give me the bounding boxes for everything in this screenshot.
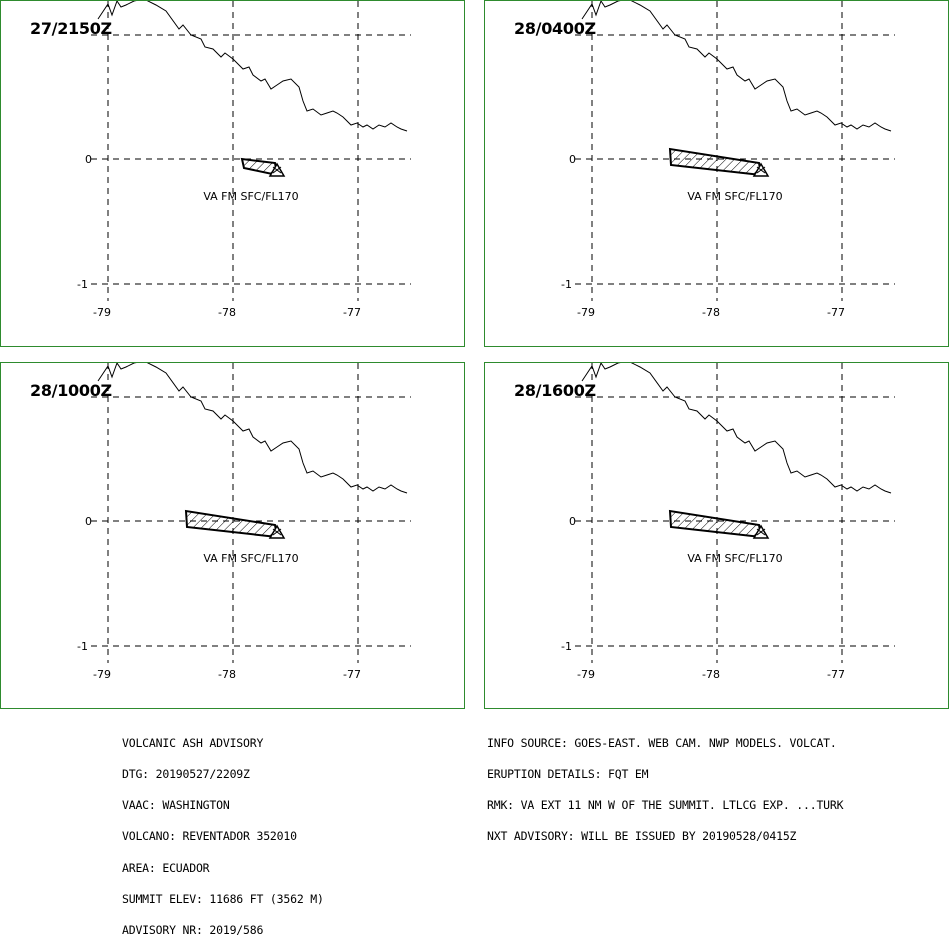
map-panel: -79 -78 -77 0 -1 VA FM SFC/FL170 28/1600Z (484, 362, 949, 709)
map-canvas: -79 -78 -77 0 -1 VA FM SFC/FL170 (77, 1, 411, 319)
advisory-line: NXT ADVISORY: WILL BE ISSUED BY 20190528… (487, 829, 797, 844)
lat-tick-label: -1 (77, 278, 88, 291)
lon-tick-label: -79 (93, 306, 111, 319)
lon-tick-label: -77 (343, 668, 361, 681)
advisory-line: ERUPTION DETAILS: FQT EM (487, 767, 649, 782)
advisory-line: INFO SOURCE: GOES-EAST. WEB CAM. NWP MOD… (487, 735, 837, 750)
graticule (575, 363, 895, 663)
lon-tick-label: -79 (577, 668, 595, 681)
ash-plume-area (668, 147, 763, 177)
panel-time-label: 28/0400Z (514, 19, 596, 38)
ash-layer-label: VA FM SFC/FL170 (687, 552, 782, 565)
map-canvas: -79 -78 -77 0 -1 VA FM SFC/FL170 (561, 363, 895, 681)
lon-tick-label: -78 (218, 668, 236, 681)
coastline (581, 1, 892, 132)
map-panel: -79 -78 -77 0 -1 VA FM SFC/FL170 28/0400Z (484, 0, 949, 347)
lon-tick-label: -78 (702, 306, 720, 319)
graticule (91, 1, 411, 301)
ash-layer-label: VA FM SFC/FL170 (203, 190, 298, 203)
lat-tick-label: -1 (77, 640, 88, 653)
advisory-line: RMK: VA EXT 11 NM W OF THE SUMMIT. LTLCG… (487, 798, 844, 813)
ash-layer-label: VA FM SFC/FL170 (687, 190, 782, 203)
advisory-line: SUMMIT ELEV: 11686 FT (3562 M) (122, 891, 324, 906)
lat-tick-label: 0 (569, 515, 576, 528)
panel-time-label: 28/1600Z (514, 381, 596, 400)
advisory-line: ADVISORY NR: 2019/586 (122, 923, 264, 938)
coastline (581, 363, 892, 494)
graticule (575, 1, 895, 301)
lon-tick-label: -79 (93, 668, 111, 681)
advisory-line: VOLCANO: REVENTADOR 352010 (122, 829, 297, 844)
lat-tick-label: 0 (85, 515, 92, 528)
lat-tick-label: -1 (561, 640, 572, 653)
lat-tick-label: 0 (85, 153, 92, 166)
lon-tick-label: -77 (343, 306, 361, 319)
ash-plume-area (668, 509, 763, 539)
map-panel: -79 -78 -77 0 -1 VA FM SFC/FL170 27/2150Z (0, 0, 465, 347)
lat-tick-label: -1 (561, 278, 572, 291)
advisory-line: DTG: 20190527/2209Z (122, 767, 250, 782)
ash-layer-label: VA FM SFC/FL170 (203, 552, 298, 565)
coastline (97, 363, 408, 494)
graticule (91, 363, 411, 663)
lon-tick-label: -79 (577, 306, 595, 319)
map-canvas: -79 -78 -77 0 -1 VA FM SFC/FL170 (77, 363, 411, 681)
coastline (97, 1, 408, 132)
map-panel: -79 -78 -77 0 -1 VA FM SFC/FL170 28/1000Z (0, 362, 465, 709)
lat-tick-label: 0 (569, 153, 576, 166)
advisory-line: VAAC: WASHINGTON (122, 798, 230, 813)
advisory-line: AREA: ECUADOR (122, 860, 210, 875)
lon-tick-label: -78 (218, 306, 236, 319)
panel-time-label: 28/1000Z (30, 381, 112, 400)
advisory-info-right: INFO SOURCE: GOES-EAST. WEB CAM. NWP MOD… (487, 717, 844, 852)
advisory-line: VOLCANIC ASH ADVISORY (122, 735, 264, 750)
advisory-info-left: VOLCANIC ASH ADVISORY DTG: 20190527/2209… (122, 717, 324, 946)
lon-tick-label: -77 (827, 306, 845, 319)
ash-plume-area (184, 509, 279, 539)
lon-tick-label: -77 (827, 668, 845, 681)
map-canvas: -79 -78 -77 0 -1 VA FM SFC/FL170 (561, 1, 895, 319)
panel-time-label: 27/2150Z (30, 19, 112, 38)
lon-tick-label: -78 (702, 668, 720, 681)
